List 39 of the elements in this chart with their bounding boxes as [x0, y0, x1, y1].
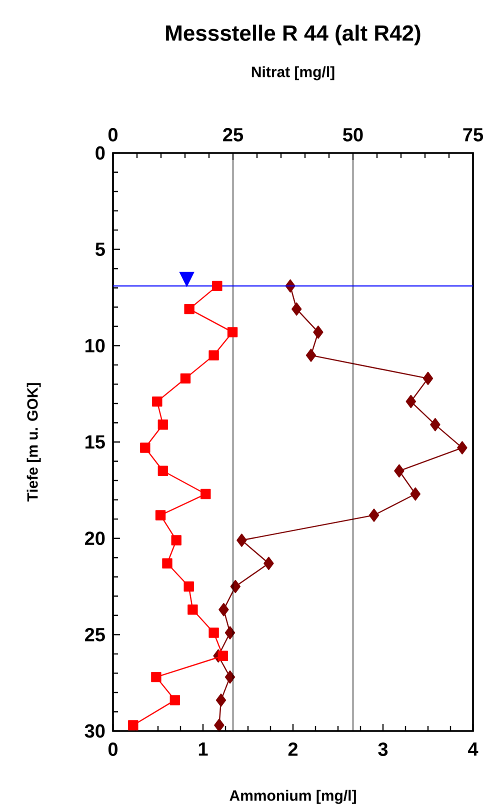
- x2-tick-label: 0: [108, 128, 118, 142]
- y-tick-label: 10: [86, 338, 105, 352]
- y-axis-title: Tiefe [m u. GOK]: [26, 383, 41, 502]
- x-axis-title: Ammonium [mg/l]: [230, 790, 356, 804]
- x-tick-label: 1: [198, 742, 208, 756]
- point: [224, 670, 236, 684]
- x2-tick-label: 25: [223, 128, 244, 142]
- point: [422, 372, 434, 386]
- x-tick-label: 4: [468, 742, 478, 756]
- point: [216, 694, 226, 707]
- y-tick-label: 30: [84, 724, 105, 738]
- point: [457, 441, 468, 454]
- x2-axis-title: Nitrat [mg/l]: [252, 66, 334, 80]
- point: [368, 508, 380, 522]
- point: [394, 464, 404, 478]
- point: [214, 718, 224, 732]
- ref-line-label: ▼: [179, 272, 194, 288]
- point: [224, 626, 236, 640]
- y-tick-label: 20: [84, 532, 105, 546]
- x-tick-label: 2: [288, 742, 298, 756]
- point: [430, 418, 440, 432]
- point: [264, 556, 274, 570]
- y-tick-label: 5: [95, 242, 105, 256]
- point: [406, 394, 416, 408]
- y-tick-label: 0: [96, 146, 105, 160]
- point: [410, 487, 420, 501]
- point: [236, 534, 247, 547]
- x-tick-label: 0: [108, 742, 118, 756]
- point: [292, 302, 302, 316]
- point: [313, 326, 324, 339]
- y-tick-label: 25: [84, 628, 105, 642]
- x2-tick-label: 75: [463, 128, 484, 142]
- chart-title: Messstelle R 44 (alt R42): [166, 24, 420, 46]
- x2-tick-label: 50: [343, 128, 363, 142]
- point: [230, 580, 240, 594]
- point: [218, 603, 229, 616]
- x-tick-label: 3: [378, 742, 388, 756]
- y-tick-label: 15: [86, 435, 105, 449]
- point: [306, 348, 316, 362]
